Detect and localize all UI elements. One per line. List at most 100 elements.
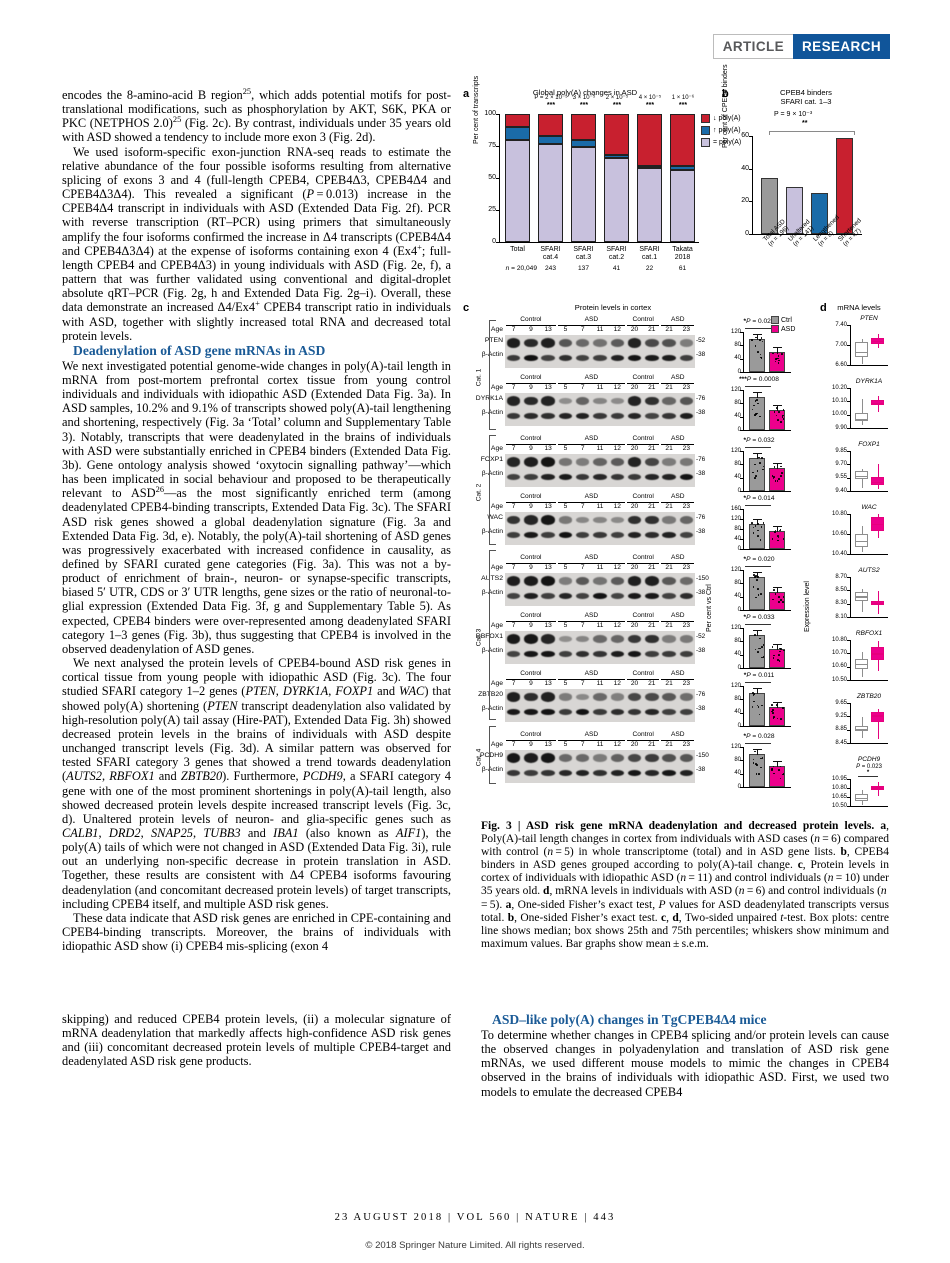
data-point xyxy=(756,412,758,415)
legend-label: Ctrl xyxy=(781,316,792,324)
bar-segment xyxy=(637,166,662,169)
actin-band xyxy=(593,412,607,420)
y-tick-mark xyxy=(847,729,850,731)
data-point xyxy=(782,417,785,420)
blot-image xyxy=(505,750,695,783)
data-point xyxy=(753,692,756,695)
actin-band xyxy=(575,769,590,777)
gene-name: RBFOX1 xyxy=(855,630,883,637)
y-tick-label: 10.50 xyxy=(831,676,847,683)
y-tick-label: 20 xyxy=(741,197,749,205)
y-tick-label: 40 xyxy=(741,164,749,172)
age-value: 7 xyxy=(580,622,585,629)
y-tick-label: 10.80 xyxy=(831,510,847,517)
pvalue-label: *P = 0.033 xyxy=(743,614,775,621)
error-cap-ctrl xyxy=(753,687,762,689)
protein-band xyxy=(524,396,538,406)
y-tick-label: 80 xyxy=(734,637,741,644)
paragraph: We next investigated potential genome-wi… xyxy=(62,358,452,656)
actin-band xyxy=(524,592,538,600)
group-underline xyxy=(506,324,556,326)
median-line-asd xyxy=(871,524,884,526)
blot-group: Control ASD Control ASD Age 7 9 13 5 7 11 12 20 21 21 2… xyxy=(463,316,763,368)
actin-band xyxy=(558,473,573,481)
panel-b-sig-tick-left xyxy=(769,131,770,135)
protein-band xyxy=(558,458,573,466)
protein-label: ZBTB20 xyxy=(478,691,503,698)
y-tick-mark xyxy=(740,539,743,540)
y-tick-label: 40 xyxy=(734,651,741,658)
group-underline xyxy=(626,678,660,680)
n-label: 61 xyxy=(678,265,687,272)
actin-band xyxy=(541,650,555,658)
age-value: 5 xyxy=(563,445,568,452)
age-value: 21 xyxy=(648,503,656,510)
median-line-ctrl xyxy=(855,596,868,598)
age-value: 11 xyxy=(596,741,604,748)
median-line-asd xyxy=(871,715,884,717)
protein-band xyxy=(541,338,555,348)
actin-band xyxy=(610,769,624,777)
median-line-ctrl xyxy=(855,541,868,543)
age-value: 21 xyxy=(648,445,656,452)
group-header: ASD xyxy=(584,493,599,500)
group-underline xyxy=(626,562,660,564)
paragraph: skipping) and reduced CPEB4 protein leve… xyxy=(62,1012,451,1069)
age-value: 21 xyxy=(665,680,673,687)
protein-band xyxy=(524,753,538,763)
actin-band xyxy=(645,531,659,539)
bar-segment xyxy=(604,158,629,242)
y-tick-label: 80 xyxy=(734,525,741,532)
bar xyxy=(836,137,853,234)
group-header: ASD xyxy=(670,493,685,500)
y-tick-label: 50 xyxy=(488,174,496,181)
age-value: 12 xyxy=(613,622,621,629)
group-header: Control xyxy=(520,731,542,738)
group-underline xyxy=(661,620,694,622)
age-value: 20 xyxy=(630,326,639,333)
data-point xyxy=(752,762,755,765)
error-cap-asd xyxy=(773,405,782,407)
mw-marker: -150 xyxy=(696,752,709,759)
protein-band xyxy=(558,516,573,524)
left-text-column: encodes the 8-amino-acid B region25, whi… xyxy=(62,87,452,953)
age-value: 20 xyxy=(630,384,639,391)
group-header: ASD xyxy=(584,731,599,738)
age-value: 5 xyxy=(563,384,568,391)
data-point xyxy=(751,339,753,341)
panel-a-x-axis xyxy=(499,242,699,243)
panel-a-letter: a xyxy=(463,88,470,100)
mw-marker-actin: -38 xyxy=(696,528,706,535)
data-point xyxy=(778,359,780,362)
pvalue-label: *P = 0.032 xyxy=(743,437,775,444)
box-ctrl xyxy=(855,342,868,357)
panel-b-ylabel: Per cent of CPEB4 binders xyxy=(722,64,729,148)
actin-band xyxy=(627,592,642,600)
y-tick-mark xyxy=(749,234,752,235)
blot-group: Control ASD Control ASD Age 7 9 13 5 7 11 12 20 21 21 2… xyxy=(463,435,763,487)
data-point xyxy=(751,705,754,708)
y-tick-label: 80 xyxy=(734,460,741,467)
group-underline xyxy=(661,382,694,384)
data-point xyxy=(781,414,784,417)
age-value: 13 xyxy=(544,564,552,571)
bar xyxy=(786,186,803,234)
actin-band xyxy=(662,531,676,539)
data-point xyxy=(754,576,756,578)
age-value: 23 xyxy=(682,503,691,510)
data-point xyxy=(757,402,759,405)
age-value: 20 xyxy=(630,503,639,510)
y-tick-mark xyxy=(496,210,499,211)
actin-band xyxy=(541,531,555,539)
y-tick-mark xyxy=(847,577,850,578)
y-tick-mark xyxy=(847,603,850,605)
group-header: ASD xyxy=(670,374,685,381)
protein-band xyxy=(575,339,590,347)
group-underline xyxy=(626,620,660,622)
data-point xyxy=(777,601,780,604)
group-underline xyxy=(661,501,694,503)
blot-image xyxy=(505,573,695,606)
y-tick-label: 120 xyxy=(730,743,741,750)
y-tick-mark xyxy=(740,416,743,418)
category-label: Cat. 2 xyxy=(475,483,483,502)
